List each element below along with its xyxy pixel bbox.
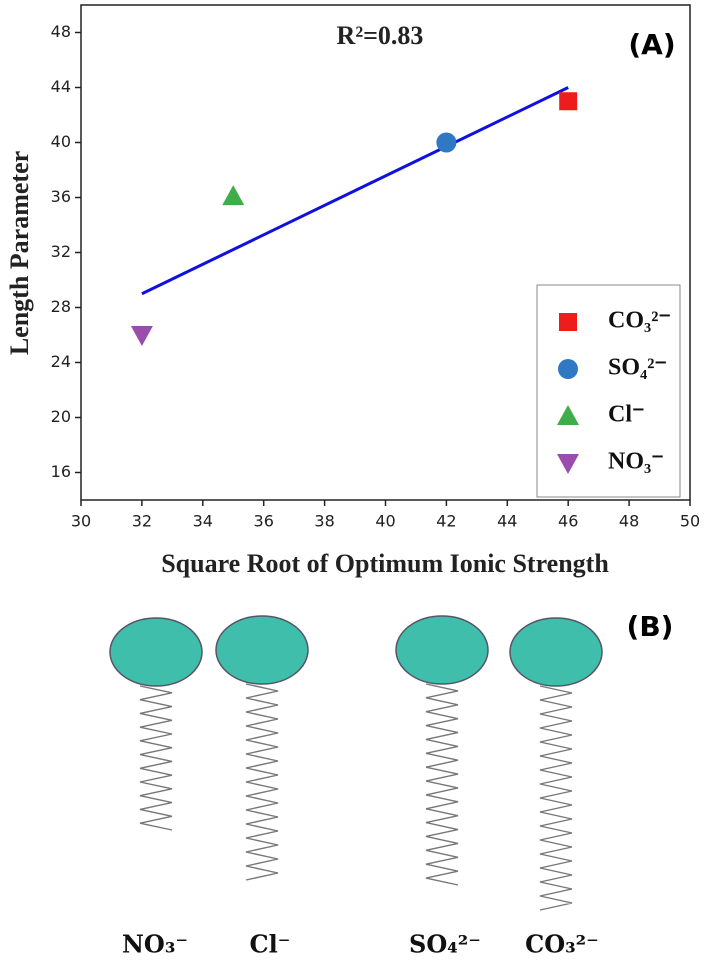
y-tick-label: 44 bbox=[51, 77, 71, 96]
panel-label: (B) bbox=[627, 610, 674, 643]
r-squared: R²=0.83 bbox=[337, 21, 424, 50]
y-tick-label: 40 bbox=[51, 132, 71, 151]
legend-marker bbox=[557, 405, 579, 425]
head-group bbox=[509, 617, 603, 687]
legend-label: CO₃²⁻ bbox=[608, 308, 671, 334]
head-group bbox=[215, 615, 309, 685]
fit-line bbox=[141, 86, 569, 296]
y-tick-label: 48 bbox=[51, 22, 71, 41]
x-tick-label: 32 bbox=[132, 512, 152, 531]
spring-tail bbox=[245, 683, 279, 881]
marker bbox=[436, 132, 457, 153]
x-tick-label: 36 bbox=[254, 512, 274, 531]
x-tick-label: 38 bbox=[314, 512, 334, 531]
head-group bbox=[109, 617, 203, 687]
ion-label: NO₃⁻ bbox=[122, 930, 188, 959]
x-tick-label: 46 bbox=[558, 512, 578, 531]
spring-tail bbox=[425, 683, 459, 886]
x-tick-label: 34 bbox=[193, 512, 213, 531]
y-tick-label: 36 bbox=[51, 187, 71, 206]
ion-label: SO₄²⁻ bbox=[409, 930, 481, 959]
legend-label: Cl⁻ bbox=[608, 402, 645, 428]
spring-tail bbox=[539, 685, 573, 911]
x-tick-label: 40 bbox=[375, 512, 395, 531]
y-tick-label: 28 bbox=[51, 297, 71, 316]
ion-label: CO₃²⁻ bbox=[525, 930, 599, 959]
ion-label: Cl⁻ bbox=[250, 930, 291, 959]
y-axis-title: Length Parameter bbox=[5, 151, 34, 355]
marker bbox=[559, 92, 578, 111]
marker bbox=[222, 185, 245, 206]
legend-label: NO₃⁻ bbox=[608, 449, 664, 475]
x-axis-title: Square Root of Optimum Ionic Strength bbox=[161, 549, 609, 578]
panel-label: (A) bbox=[628, 28, 675, 61]
x-tick-label: 30 bbox=[71, 512, 91, 531]
legend-label: SO₄²⁻ bbox=[608, 355, 667, 381]
x-tick-label: 42 bbox=[436, 512, 456, 531]
legend-marker bbox=[558, 359, 578, 379]
x-tick-label: 50 bbox=[680, 512, 700, 531]
x-tick-label: 48 bbox=[619, 512, 639, 531]
legend-marker bbox=[559, 313, 577, 331]
spring-tail bbox=[139, 685, 173, 831]
y-tick-label: 32 bbox=[51, 242, 71, 261]
legend-marker bbox=[557, 454, 579, 474]
y-tick-label: 16 bbox=[51, 462, 71, 481]
y-tick-label: 20 bbox=[51, 407, 71, 426]
y-tick-label: 24 bbox=[51, 352, 71, 371]
head-group bbox=[395, 615, 489, 685]
x-tick-label: 44 bbox=[497, 512, 517, 531]
marker bbox=[130, 326, 153, 346]
